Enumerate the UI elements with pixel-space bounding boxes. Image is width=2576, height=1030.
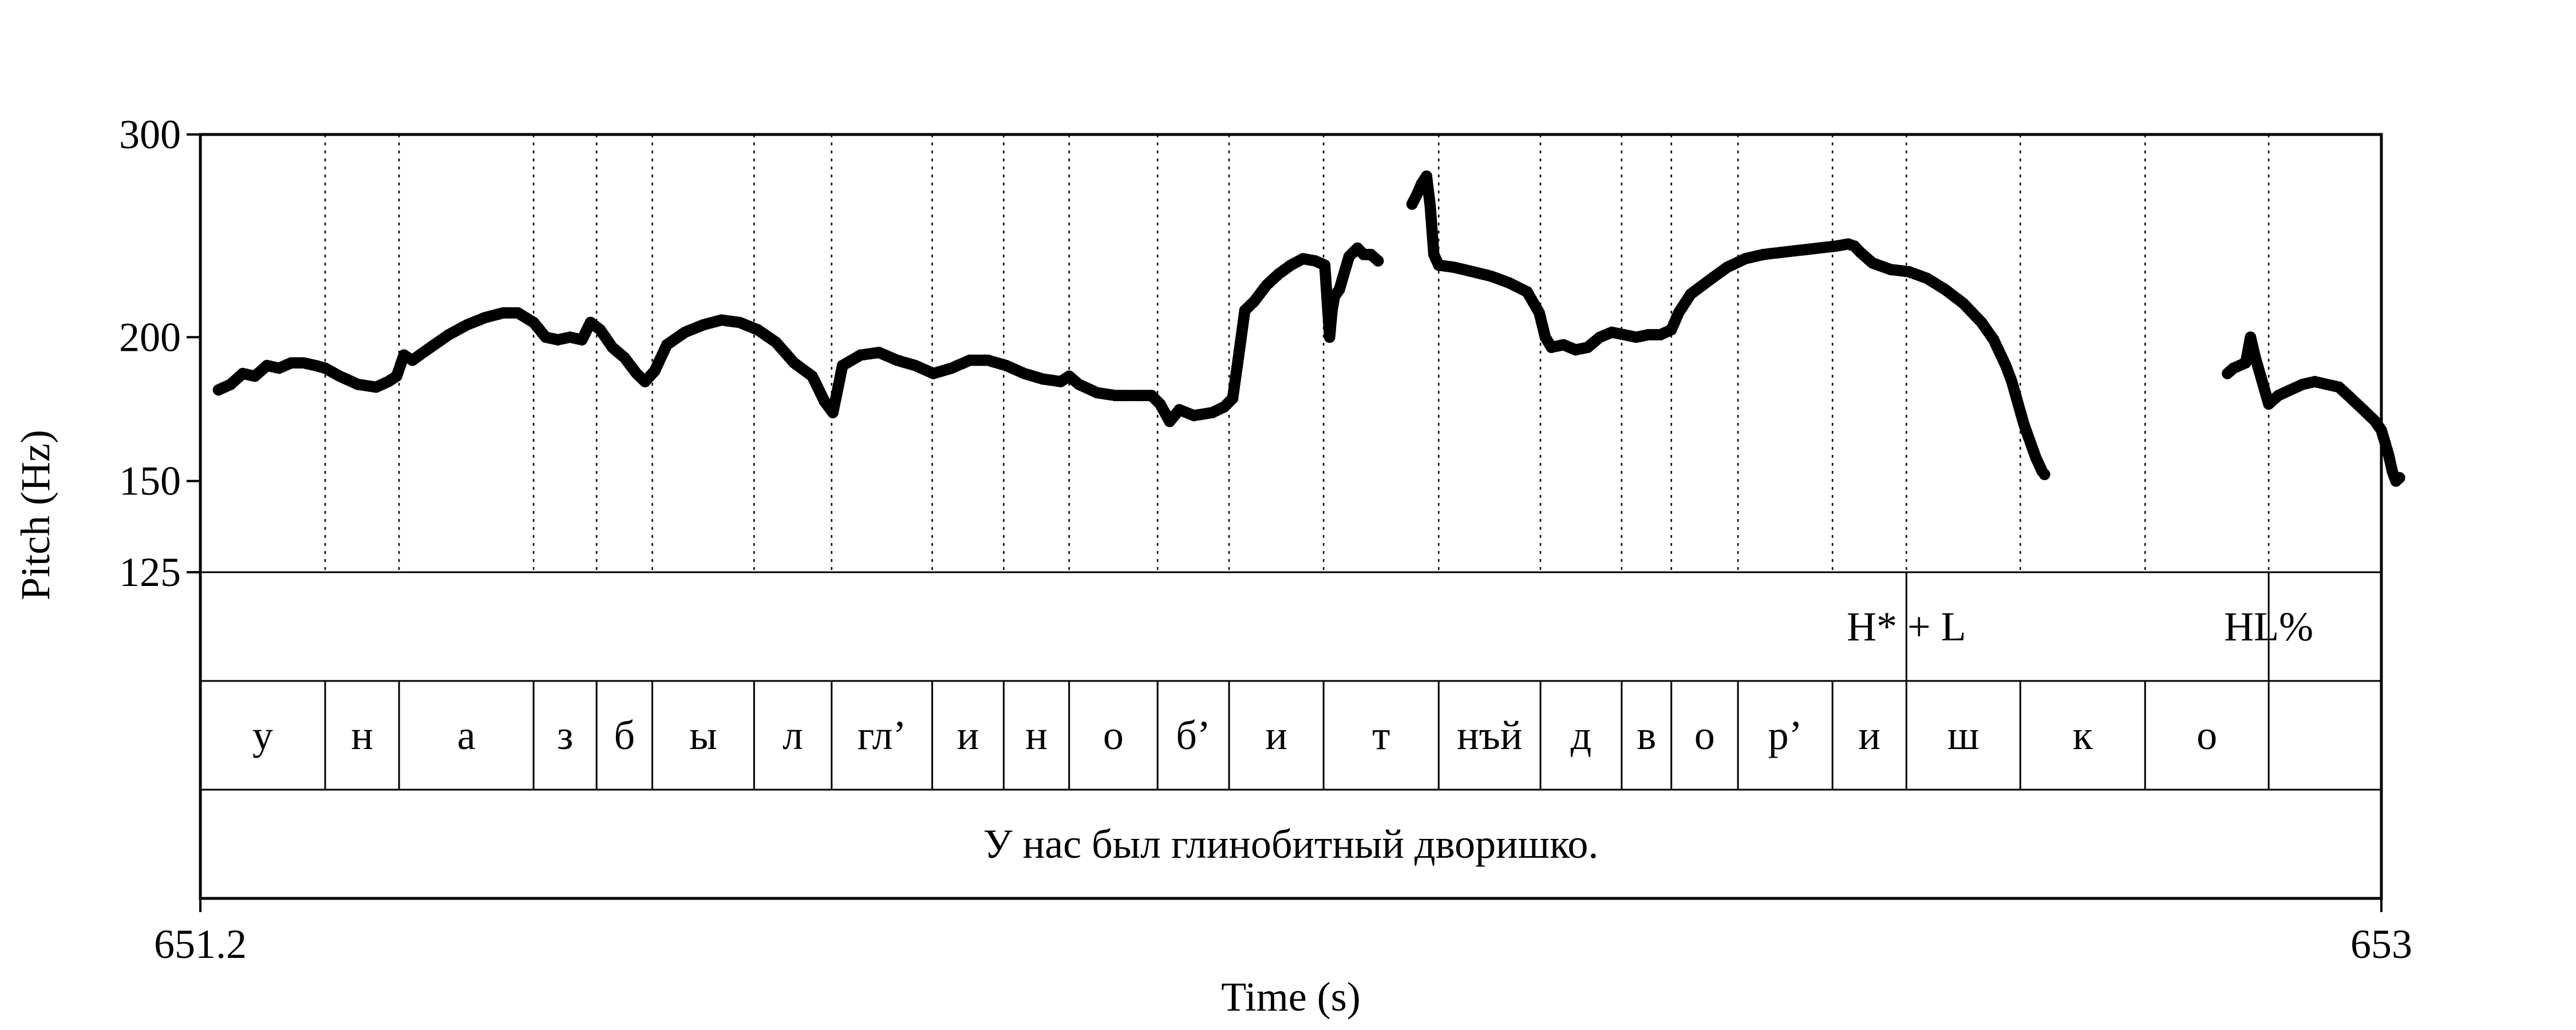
sentence-text: У нас был глинобитный дворишко. (983, 821, 1599, 867)
segment-label-1: у (252, 712, 273, 758)
segment-label-3: а (457, 712, 476, 758)
tone-tier: H* + L HL% (1847, 572, 2313, 681)
tier-separators (200, 571, 2381, 791)
segment-label-16: д (1571, 712, 1592, 758)
segment-label-7: л (783, 712, 803, 758)
segment-label-10: н (1025, 712, 1048, 758)
pitch-point-1015 (2393, 472, 2405, 484)
segment-label-5: б (614, 712, 635, 758)
x-tick-label-653: 653 (2350, 921, 2412, 967)
segment-label-12: б’ (1176, 712, 1211, 758)
pitch-point-576 (1372, 255, 1384, 267)
segment-label-22: к (2073, 712, 2093, 758)
y-tick-label-125: 125 (119, 549, 181, 595)
segment-label-18: о (1694, 712, 1715, 758)
y-tick-label-300: 300 (119, 112, 181, 157)
tone-label-2: HL% (2224, 604, 2313, 649)
segment-label-20: и (1858, 712, 1880, 758)
segment-label-23: о (2196, 712, 2217, 758)
segment-label-2: н (351, 712, 373, 758)
segment-label-4: з (557, 712, 573, 758)
segment-boundary-lines (324, 134, 2270, 790)
y-tick-label-200: 200 (119, 314, 181, 360)
segment-label-17: в (1637, 712, 1656, 758)
pitch-track (212, 170, 2405, 487)
x-axis-label: Time (s) (1221, 974, 1360, 1020)
y-axis: 300 200 150 125 (119, 112, 200, 595)
plot-frame (199, 133, 2383, 900)
segment-label-6: ы (689, 712, 717, 758)
segment-label-9: и (957, 712, 979, 758)
segment-label-14: т (1372, 712, 1390, 758)
segment-label-15: нъй (1457, 712, 1522, 758)
tone-label-1: H* + L (1847, 604, 1966, 649)
x-axis: 651.2 653 (154, 898, 2412, 967)
y-tick-label-150: 150 (119, 458, 181, 504)
segment-label-19: р’ (1768, 712, 1803, 758)
segment-label-8: гл’ (858, 712, 907, 758)
y-axis-label: Pitch (Hz) (13, 430, 58, 600)
segment-tier: у н а з б ы л гл’ и н о б’ и т нъй д в о р’ и ш к о (252, 712, 2217, 758)
pitch-point-904 (2038, 469, 2050, 481)
segment-label-13: и (1265, 712, 1287, 758)
segment-label-21: ш (1947, 712, 1979, 758)
segment-label-11: о (1103, 712, 1124, 758)
x-tick-label-651.2: 651.2 (154, 921, 247, 967)
